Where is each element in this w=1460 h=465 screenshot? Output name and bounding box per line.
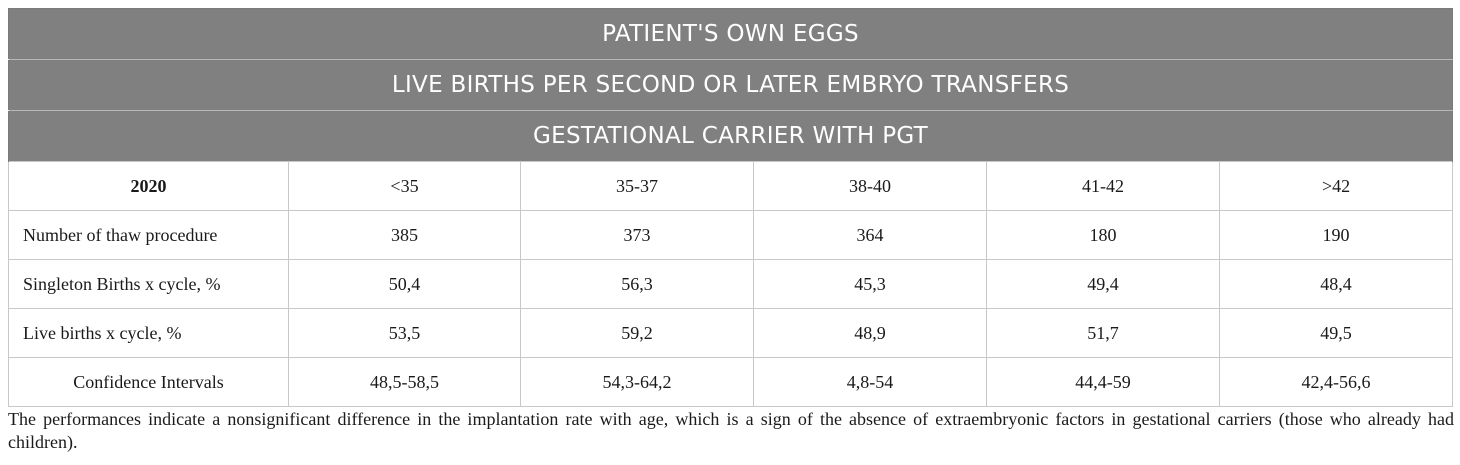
table-cell: 48,4 [1218,259,1454,309]
column-header: 35-37 [520,161,754,211]
column-header-row: 2020 <35 35-37 38-40 41-42 >42 [8,161,1454,211]
table-cell: 364 [753,210,987,260]
table-cell: 385 [288,210,521,260]
table-cell: 4,8-54 [753,357,987,407]
table-cell: 42,4-56,6 [1218,357,1454,407]
row-label: Live births x cycle, % [8,308,289,358]
table-cell: 48,9 [753,308,987,358]
table-cell: 51,7 [986,308,1220,358]
table-cell: 180 [986,210,1220,260]
table-cell: 48,5-58,5 [288,357,521,407]
table-row: Number of thaw procedure 385 373 364 180… [8,210,1454,260]
table-cell: 49,4 [986,259,1220,309]
table-footnote: The performances indicate a nonsignifica… [8,409,1454,452]
table-title-line-2: LIVE BIRTHS PER SECOND OR LATER EMBRYO T… [7,60,1454,110]
row-label: Number of thaw procedure [8,210,289,260]
table-cell: 190 [1218,210,1454,260]
data-table-container: PATIENT'S OWN EGGS LIVE BIRTHS PER SECON… [7,8,1454,407]
table-cell: 50,4 [288,259,521,309]
table-cell: 49,5 [1218,308,1454,358]
data-table: PATIENT'S OWN EGGS LIVE BIRTHS PER SECON… [7,8,1454,407]
table-title-line-1: PATIENT'S OWN EGGS [7,8,1454,59]
table-cell: 44,4-59 [986,357,1220,407]
table-cell: 45,3 [753,259,987,309]
table-title-line-3: GESTATIONAL CARRIER WITH PGT [7,111,1454,162]
table-row: Singleton Births x cycle, % 50,4 56,3 45… [8,259,1454,309]
table-row: Confidence Intervals 48,5-58,5 54,3-64,2… [8,357,1454,407]
table-title-row: LIVE BIRTHS PER SECOND OR LATER EMBRYO T… [7,60,1454,110]
row-label: Confidence Intervals [8,357,289,407]
column-header: 41-42 [986,161,1220,211]
column-header: 38-40 [753,161,987,211]
table-cell: 53,5 [288,308,521,358]
table-cell: 56,3 [520,259,754,309]
table-cell: 373 [520,210,754,260]
column-header-year: 2020 [8,161,289,211]
column-header: >42 [1218,161,1454,211]
table-title-row: GESTATIONAL CARRIER WITH PGT [7,111,1454,162]
table-row: Live births x cycle, % 53,5 59,2 48,9 51… [8,308,1454,358]
column-header: <35 [288,161,521,211]
row-label: Singleton Births x cycle, % [8,259,289,309]
table-cell: 54,3-64,2 [520,357,754,407]
table-cell: 59,2 [520,308,754,358]
table-title-row: PATIENT'S OWN EGGS [7,8,1454,59]
